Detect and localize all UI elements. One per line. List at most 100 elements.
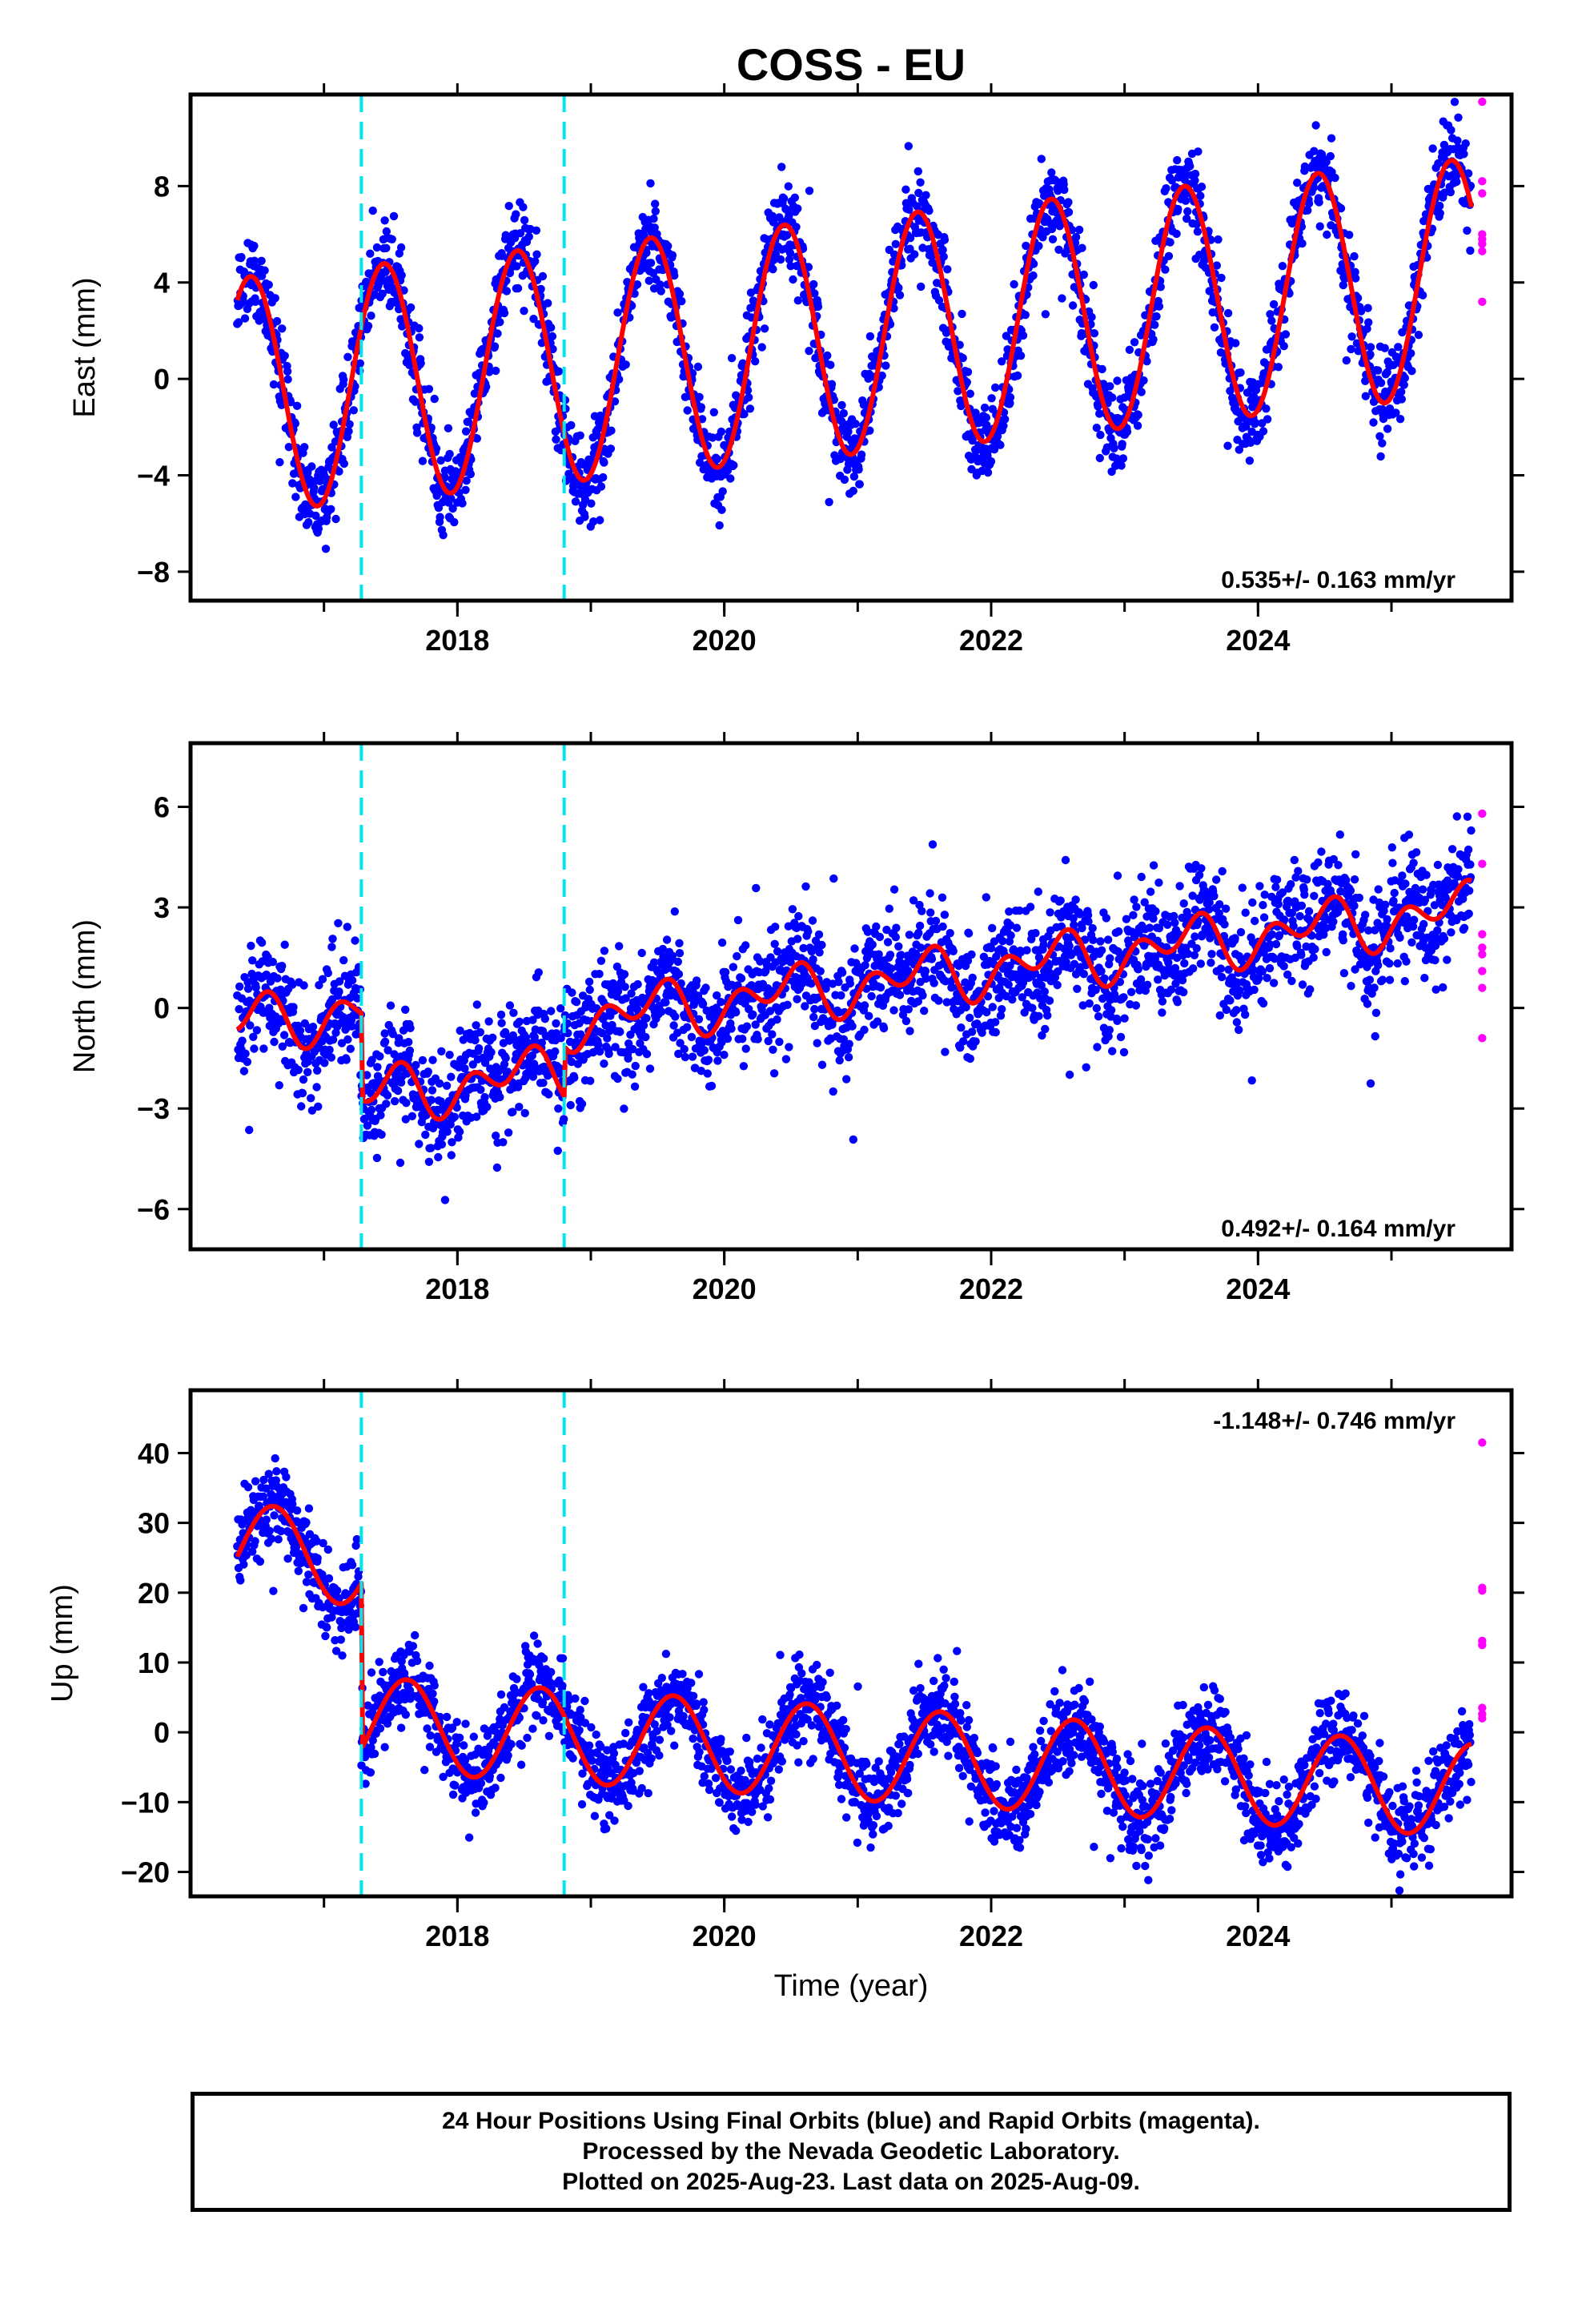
east-final-point	[1106, 382, 1114, 391]
east-final-point	[827, 380, 837, 388]
north-final-point	[1420, 974, 1429, 983]
east-final-point	[532, 250, 541, 259]
north-final-point	[499, 1138, 508, 1147]
east-final-point	[436, 513, 444, 521]
north-final-point	[1130, 895, 1138, 904]
east-final-point	[865, 332, 875, 341]
east-final-point	[905, 244, 914, 253]
north-final-point	[1363, 999, 1372, 1008]
north-final-point	[674, 1049, 683, 1059]
north-final-point	[991, 1027, 1000, 1037]
north-final-point	[895, 991, 905, 999]
north-final-point	[1374, 961, 1383, 970]
north-final-point	[1294, 866, 1303, 875]
north-final-point	[1374, 885, 1383, 894]
north-final-point	[1274, 899, 1283, 909]
north-final-point	[289, 1003, 298, 1011]
east-frame	[188, 92, 1514, 603]
east-final-point	[921, 191, 930, 199]
north-final-point	[437, 1047, 446, 1056]
east-final-point	[380, 216, 389, 225]
north-final-point	[914, 928, 923, 938]
east-final-point	[339, 459, 348, 468]
north-final-point	[1089, 935, 1098, 945]
east-final-point	[1234, 417, 1243, 426]
east-final-point	[1142, 357, 1151, 366]
north-final-point	[343, 923, 351, 931]
east-final-point	[1395, 415, 1405, 424]
east-final-point	[355, 359, 364, 368]
north-final-point	[1173, 998, 1182, 1007]
north-final-point	[1158, 997, 1167, 1006]
east-final-point	[966, 389, 975, 398]
north-final-point	[424, 1068, 432, 1076]
north-final-point	[472, 1000, 481, 1009]
north-final-point	[611, 1043, 620, 1051]
east-final-point	[855, 480, 865, 489]
east-final-point	[1095, 453, 1105, 463]
east-final-point	[615, 375, 624, 384]
north-final-point	[1383, 915, 1391, 924]
north-final-point	[1151, 907, 1160, 916]
east-final-point	[1117, 461, 1126, 470]
east-final-point	[738, 359, 747, 368]
north-final-point	[1398, 871, 1407, 880]
north-final-point	[797, 979, 807, 988]
east-axis-label: East (mm)	[68, 277, 102, 417]
north-final-point	[476, 1085, 485, 1095]
east-final-point	[1250, 396, 1259, 404]
north-final-point	[1232, 1006, 1241, 1015]
east-final-point	[675, 289, 685, 299]
east-final-point	[1342, 356, 1351, 365]
east-ytick-label: −4	[137, 460, 170, 493]
north-final-point	[325, 1045, 334, 1055]
east-final-point	[610, 397, 620, 406]
north-final-point	[931, 916, 941, 926]
north-final-point	[988, 923, 997, 933]
east-final-point	[648, 268, 658, 278]
east-final-point	[998, 357, 1006, 366]
east-final-point	[396, 243, 406, 252]
north-final-point	[1339, 936, 1348, 945]
north-final-point	[1297, 951, 1306, 959]
east-final-point	[851, 420, 860, 428]
north-final-point	[721, 967, 730, 977]
east-final-point	[1315, 198, 1323, 207]
north-final-point	[318, 975, 327, 983]
north-final-point	[1259, 901, 1267, 910]
north-final-point	[1078, 923, 1086, 933]
north-final-point	[1407, 938, 1416, 947]
north-final-point	[1409, 858, 1418, 867]
north-final-point	[753, 1035, 762, 1043]
north-final-point	[268, 958, 277, 967]
north-final-point	[991, 1018, 1000, 1027]
east-final-point	[1166, 238, 1174, 247]
east-final-point	[1397, 388, 1406, 396]
east-final-point	[589, 517, 598, 526]
north-final-point	[703, 1069, 712, 1078]
north-final-point	[938, 893, 947, 903]
north-final-point	[1304, 907, 1314, 916]
north-final-point	[641, 1032, 650, 1042]
north-final-point	[1137, 872, 1146, 882]
north-final-point	[500, 1059, 509, 1069]
east-final-point	[1364, 318, 1373, 327]
north-final-point	[794, 911, 803, 921]
north-final-point	[427, 1096, 436, 1104]
east-final-point	[644, 276, 653, 285]
north-final-point	[452, 1103, 461, 1112]
north-final-point	[1043, 1011, 1052, 1020]
east-final-point	[1345, 231, 1354, 239]
north-final-point	[1251, 916, 1259, 926]
east-final-point	[547, 323, 556, 332]
east-final-point	[1463, 226, 1472, 235]
north-final-point	[313, 1066, 322, 1076]
north-final-point	[645, 1064, 655, 1073]
east-final-point	[1078, 243, 1086, 252]
east-final-point	[938, 245, 947, 255]
north-final-point	[434, 1152, 443, 1162]
east-final-point	[1194, 147, 1203, 156]
east-final-point	[1191, 176, 1199, 185]
north-final-point	[250, 1044, 259, 1053]
east-final-point	[894, 283, 903, 292]
